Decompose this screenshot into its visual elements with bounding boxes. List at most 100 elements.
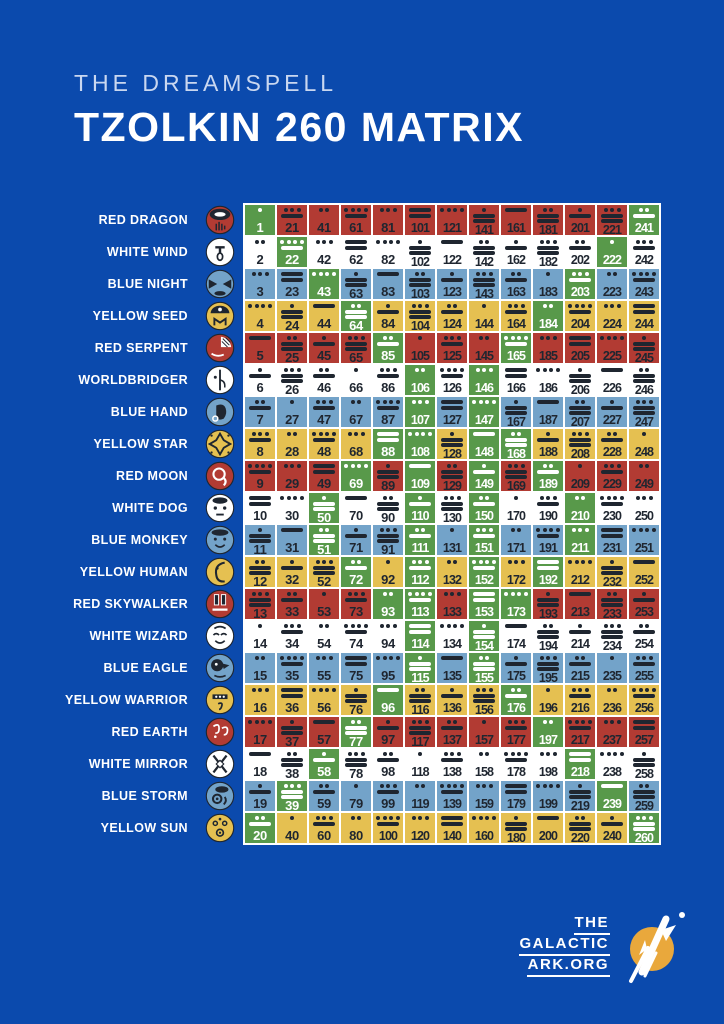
tone-4-numeral bbox=[632, 528, 656, 532]
tone-1-numeral bbox=[290, 816, 294, 820]
tone-6-numeral bbox=[569, 624, 591, 634]
kin-number: 154 bbox=[474, 639, 494, 653]
kin-number: 165 bbox=[506, 349, 526, 363]
tone-5-numeral bbox=[345, 496, 367, 500]
tone-9-numeral bbox=[504, 336, 528, 346]
kin-cell-108: 108 bbox=[405, 429, 435, 459]
tone-12-numeral bbox=[601, 592, 623, 607]
kin-number: 205 bbox=[570, 349, 590, 363]
kin-cell-260: 260 bbox=[629, 813, 659, 845]
kin-cell-130: 130 bbox=[437, 493, 467, 525]
kin-number: 190 bbox=[538, 509, 558, 523]
tone-2-numeral bbox=[254, 240, 266, 244]
seal-label-red-earth: RED EARTH bbox=[111, 725, 188, 739]
tone-10-numeral bbox=[601, 528, 623, 538]
tone-11-numeral bbox=[505, 400, 527, 415]
seal-label-white-mirror: WHITE MIRROR bbox=[88, 757, 188, 771]
tone-2-numeral bbox=[350, 400, 362, 404]
tone-12-numeral bbox=[345, 304, 367, 319]
kin-cell-66: 66 bbox=[341, 365, 371, 395]
kin-number: 202 bbox=[570, 253, 590, 267]
kin-cell-111: 111 bbox=[405, 525, 435, 555]
tone-1-numeral bbox=[514, 496, 518, 500]
tone-8-numeral bbox=[441, 336, 463, 346]
kin-cell-235: 235 bbox=[597, 653, 627, 683]
kin-grid: 1 21 41 61 81 101 121 141 161 181 201 221 241 2 22 42 62… bbox=[243, 203, 661, 845]
kin-number: 200 bbox=[538, 829, 558, 843]
kin-number: 187 bbox=[538, 413, 558, 427]
kin-cell-124: 124 bbox=[437, 301, 467, 331]
kin-number: 179 bbox=[506, 797, 526, 811]
kin-cell-92: 92 bbox=[373, 557, 403, 587]
kin-cell-20: 20 bbox=[245, 813, 275, 843]
tone-10-numeral bbox=[505, 368, 527, 378]
kin-cell-85: 85 bbox=[373, 333, 403, 363]
kin-number: 156 bbox=[474, 703, 494, 717]
tone-5-numeral bbox=[313, 720, 335, 724]
seal-icon-red-serpent bbox=[205, 333, 235, 363]
tone-13-numeral bbox=[281, 784, 303, 799]
kin-cell-170: 170 bbox=[501, 493, 531, 523]
kin-number: 252 bbox=[634, 573, 654, 587]
kin-number: 195 bbox=[538, 671, 558, 685]
kin-number: 130 bbox=[442, 511, 462, 525]
kin-number: 259 bbox=[634, 799, 654, 813]
kin-number: 169 bbox=[506, 479, 526, 493]
tone-6-numeral bbox=[633, 592, 655, 602]
kin-number: 30 bbox=[285, 508, 299, 523]
kin-number: 189 bbox=[538, 477, 558, 491]
tone-5-numeral bbox=[377, 688, 399, 692]
tone-13-numeral bbox=[473, 272, 495, 287]
kin-cell-55: 55 bbox=[309, 653, 339, 683]
kin-number: 23 bbox=[285, 284, 299, 299]
kin-cell-61: 61 bbox=[341, 205, 371, 235]
kin-number: 75 bbox=[349, 668, 363, 683]
kin-cell-249: 249 bbox=[629, 461, 659, 491]
tone-1-numeral bbox=[418, 336, 422, 340]
kin-cell-224: 224 bbox=[597, 301, 627, 331]
kin-cell-229: 229 bbox=[597, 461, 627, 491]
kin-number: 242 bbox=[634, 253, 654, 267]
tone-6-numeral bbox=[505, 240, 527, 250]
kin-number: 110 bbox=[411, 509, 429, 523]
kin-number: 108 bbox=[410, 445, 430, 459]
kin-cell-106: 106 bbox=[405, 365, 435, 395]
kin-cell-117: 117 bbox=[405, 717, 435, 749]
kin-cell-149: 149 bbox=[469, 461, 499, 491]
tone-9-numeral bbox=[472, 560, 496, 570]
tone-4-numeral bbox=[376, 656, 400, 660]
kin-cell-90: 90 bbox=[373, 493, 403, 525]
kin-number: 238 bbox=[602, 765, 622, 779]
kin-number: 201 bbox=[570, 221, 590, 235]
kin-cell-94: 94 bbox=[373, 621, 403, 651]
tone-3-numeral bbox=[475, 784, 493, 788]
kin-number: 95 bbox=[381, 668, 395, 683]
kin-cell-121: 121 bbox=[437, 205, 467, 235]
seal-label-blue-storm: BLUE STORM bbox=[101, 789, 188, 803]
kin-cell-99: 99 bbox=[373, 781, 403, 811]
kin-number: 35 bbox=[285, 668, 299, 683]
tone-7-numeral bbox=[473, 496, 495, 506]
kin-number: 248 bbox=[634, 445, 654, 459]
tone-3-numeral bbox=[603, 720, 621, 724]
kin-cell-254: 254 bbox=[629, 621, 659, 651]
kin-number: 116 bbox=[411, 703, 429, 717]
kin-number: 27 bbox=[285, 412, 299, 427]
kin-cell-42: 42 bbox=[309, 237, 339, 267]
kin-cell-101: 101 bbox=[405, 205, 435, 235]
kin-number: 224 bbox=[602, 317, 622, 331]
kin-number: 246 bbox=[634, 383, 654, 397]
tone-10-numeral bbox=[409, 208, 431, 218]
kin-cell-110: 110 bbox=[405, 493, 435, 523]
kin-number: 18 bbox=[253, 764, 267, 779]
tone-3-numeral bbox=[411, 816, 429, 820]
kin-cell-180: 180 bbox=[501, 813, 531, 845]
kin-number: 161 bbox=[506, 221, 526, 235]
seal-row-worldbridger bbox=[204, 365, 236, 395]
kin-number: 91 bbox=[381, 542, 395, 557]
kin-number: 24 bbox=[285, 318, 299, 333]
kin-cell-132: 132 bbox=[437, 557, 467, 587]
kin-number: 153 bbox=[474, 605, 494, 619]
tone-13-numeral bbox=[569, 432, 591, 447]
tone-7-numeral bbox=[313, 784, 335, 794]
